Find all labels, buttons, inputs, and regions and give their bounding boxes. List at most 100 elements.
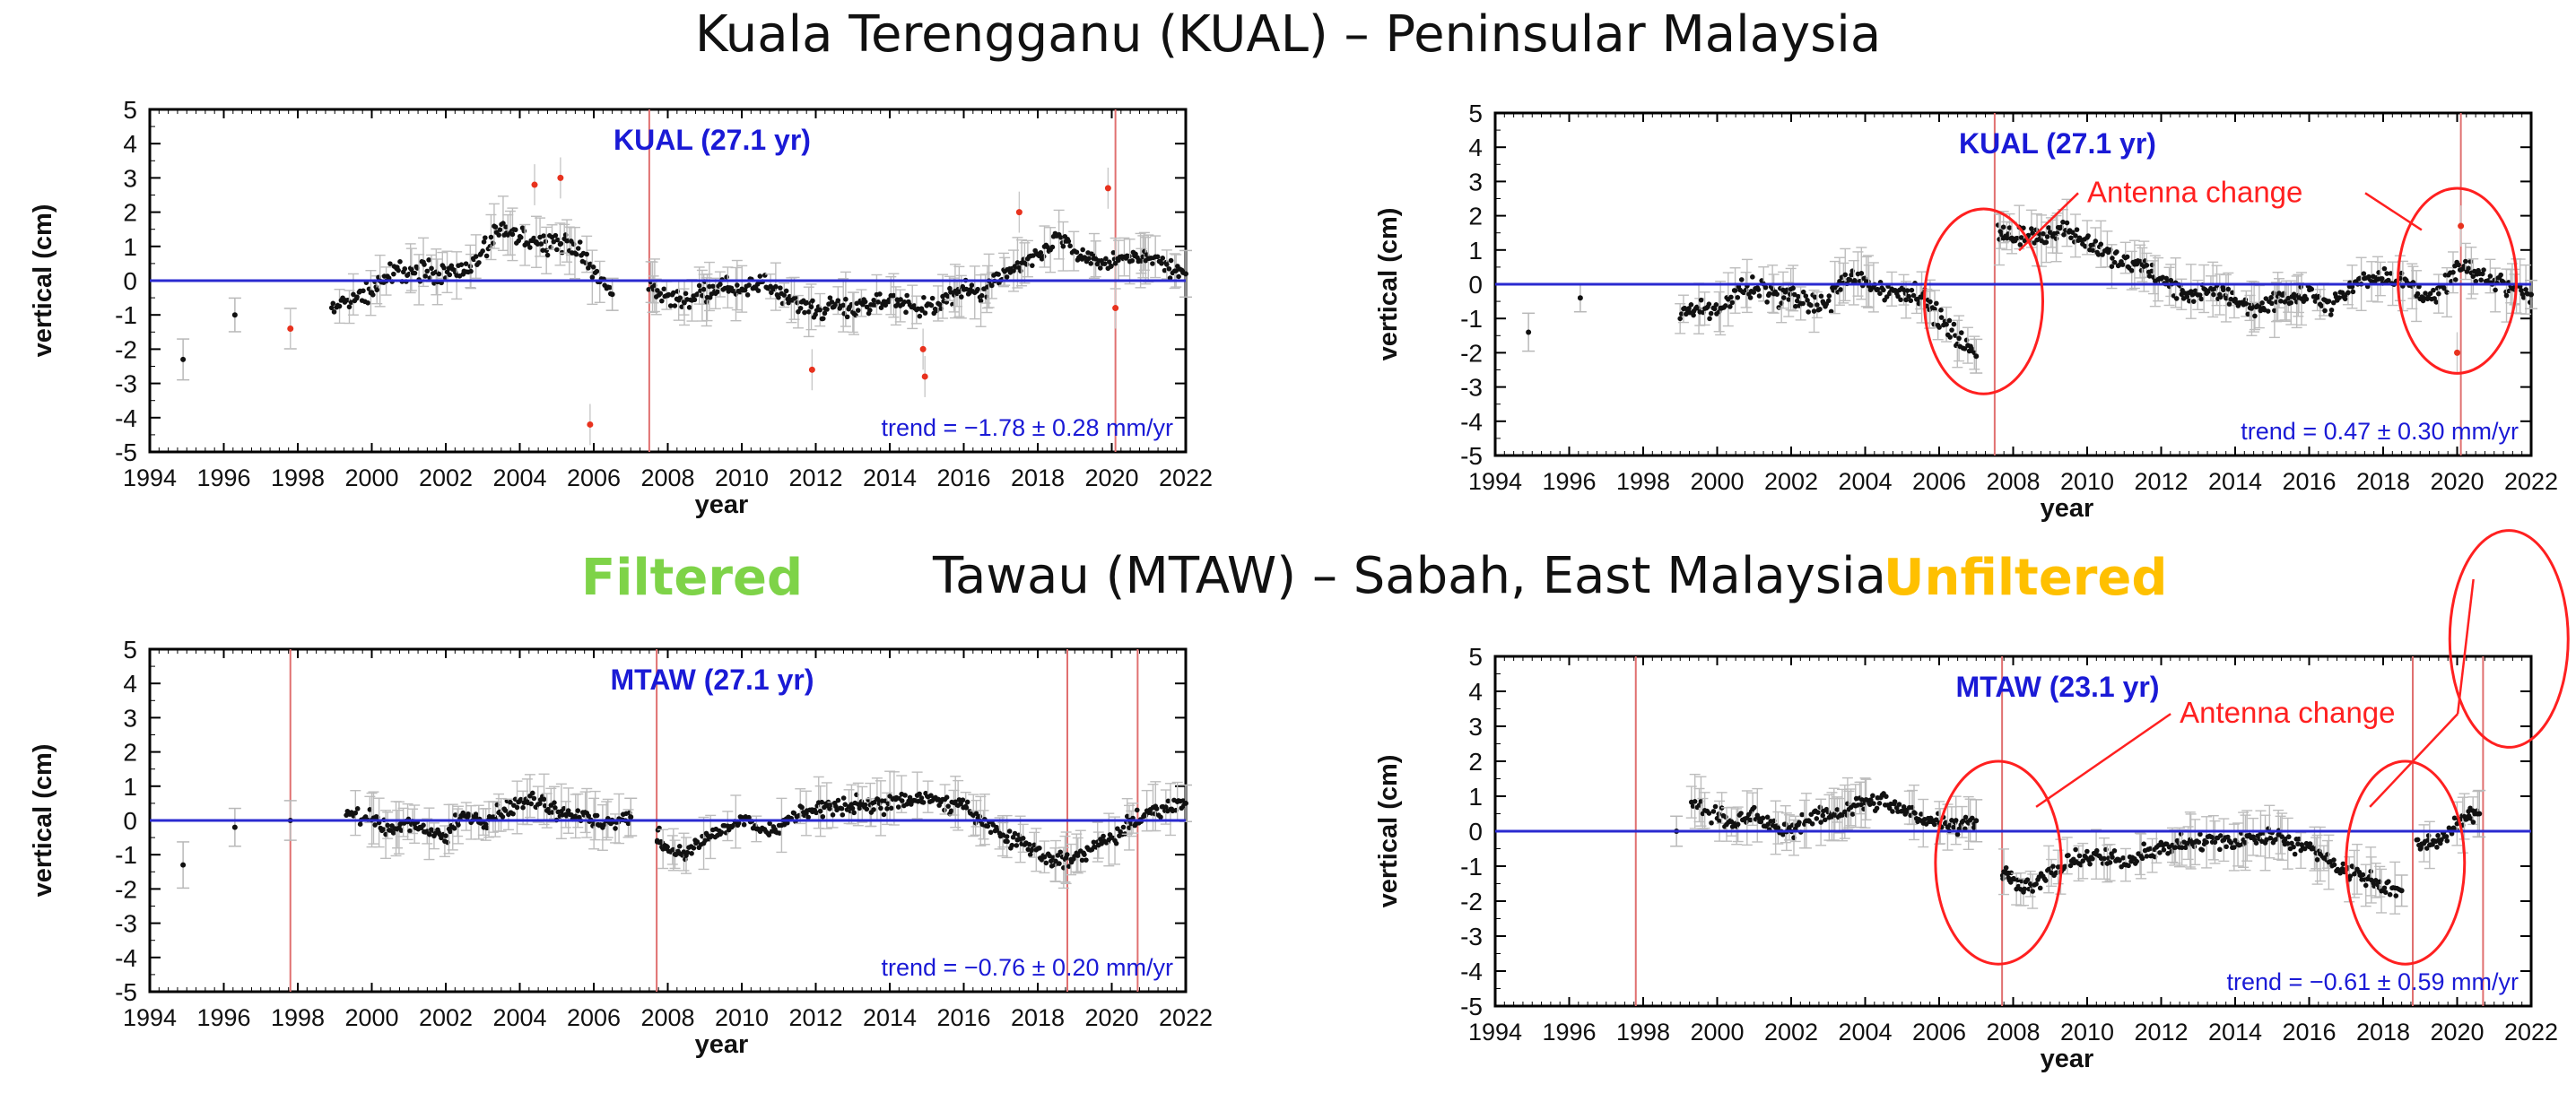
data-point bbox=[1954, 831, 1961, 837]
data-point bbox=[843, 296, 849, 302]
outlier-point bbox=[531, 181, 538, 188]
x-tick-label: 2020 bbox=[1084, 464, 1138, 491]
data-point bbox=[1818, 820, 1823, 825]
x-tick-label: 2020 bbox=[1084, 1004, 1138, 1031]
data-point bbox=[2172, 845, 2179, 850]
station-label: KUAL (27.1 yr) bbox=[614, 124, 811, 156]
data-point bbox=[502, 808, 509, 813]
data-point bbox=[694, 838, 701, 845]
data-point bbox=[928, 302, 935, 308]
data-point bbox=[1005, 838, 1010, 845]
data-point bbox=[573, 251, 579, 257]
data-point bbox=[1686, 306, 1692, 311]
data-point bbox=[1006, 829, 1013, 834]
y-axis-label: vertical (cm) bbox=[29, 744, 57, 898]
data-point bbox=[922, 310, 928, 316]
x-tick-label: 2004 bbox=[1838, 468, 1892, 495]
data-point bbox=[2093, 239, 2099, 244]
data-point bbox=[537, 801, 543, 806]
x-axis-label: year bbox=[2041, 494, 2094, 523]
data-point bbox=[2119, 262, 2126, 267]
data-point bbox=[746, 282, 752, 288]
data-point bbox=[903, 309, 909, 316]
data-point bbox=[2330, 299, 2337, 306]
data-point bbox=[2326, 299, 2332, 304]
data-point bbox=[2381, 265, 2388, 272]
data-point bbox=[398, 828, 405, 833]
data-point bbox=[441, 265, 447, 271]
x-axis-label: year bbox=[2041, 1045, 2094, 1073]
data-point bbox=[671, 290, 676, 296]
data-point bbox=[180, 356, 187, 362]
data-point bbox=[1786, 297, 1792, 302]
annotation-pointer bbox=[2364, 192, 2423, 231]
x-tick-label: 2012 bbox=[788, 1004, 842, 1031]
data-point bbox=[661, 286, 667, 292]
data-point bbox=[820, 316, 826, 322]
data-point bbox=[2053, 236, 2059, 241]
data-point bbox=[964, 799, 970, 805]
data-point bbox=[1708, 310, 1714, 317]
x-tick-label: 2002 bbox=[419, 1004, 473, 1031]
data-point bbox=[1949, 327, 1954, 333]
x-tick-label: 2004 bbox=[492, 464, 546, 491]
x-tick-label: 2012 bbox=[2134, 468, 2188, 495]
data-point bbox=[2271, 291, 2276, 296]
data-point bbox=[766, 832, 772, 837]
data-point bbox=[589, 274, 596, 281]
data-point bbox=[1890, 809, 1895, 814]
y-tick-label: -5 bbox=[115, 978, 137, 1006]
data-point bbox=[813, 311, 818, 317]
data-point bbox=[2120, 855, 2126, 861]
data-point bbox=[458, 262, 465, 267]
x-tick-label: 2004 bbox=[492, 1004, 546, 1031]
data-point bbox=[679, 304, 684, 309]
figure-title-top: Kuala Terengganu (KUAL) – Peninsular Mal… bbox=[694, 5, 1882, 64]
data-point bbox=[1086, 256, 1092, 262]
data-point bbox=[427, 831, 432, 837]
data-point bbox=[527, 245, 533, 250]
data-point bbox=[2337, 295, 2342, 300]
data-point bbox=[1162, 267, 1168, 273]
data-point bbox=[1158, 814, 1163, 820]
data-point bbox=[1732, 288, 1738, 293]
outlier-point bbox=[2458, 222, 2465, 230]
data-point bbox=[2114, 249, 2119, 255]
data-point bbox=[761, 273, 768, 278]
data-point bbox=[1004, 274, 1010, 280]
data-point bbox=[1738, 811, 1744, 816]
data-point bbox=[2157, 850, 2163, 855]
data-point bbox=[830, 811, 836, 818]
y-tick-label: 1 bbox=[123, 773, 137, 801]
data-point bbox=[657, 291, 664, 297]
data-point bbox=[878, 805, 883, 811]
data-point bbox=[1079, 857, 1085, 863]
data-point bbox=[2190, 299, 2197, 304]
data-point bbox=[2198, 296, 2204, 302]
data-point bbox=[520, 804, 526, 811]
data-point bbox=[824, 307, 830, 312]
data-point bbox=[1837, 278, 1842, 284]
y-tick-label: -4 bbox=[1460, 408, 1483, 436]
y-tick-label: -1 bbox=[115, 301, 137, 329]
data-point bbox=[1057, 861, 1062, 866]
data-point bbox=[1875, 286, 1881, 292]
data-point bbox=[956, 797, 962, 803]
data-point bbox=[1820, 812, 1826, 819]
x-tick-label: 2008 bbox=[640, 464, 694, 491]
data-point bbox=[1023, 262, 1030, 267]
data-point bbox=[1127, 825, 1132, 830]
data-point bbox=[374, 287, 380, 293]
data-point bbox=[907, 794, 913, 801]
data-point bbox=[2111, 259, 2118, 265]
x-tick-label: 2000 bbox=[344, 464, 398, 491]
data-point bbox=[451, 825, 457, 831]
data-point bbox=[975, 286, 980, 292]
data-point bbox=[590, 265, 596, 270]
data-point bbox=[948, 289, 953, 295]
data-point bbox=[2073, 233, 2078, 239]
data-point bbox=[1781, 295, 1787, 300]
data-point bbox=[2080, 858, 2085, 864]
y-tick-label: 0 bbox=[1468, 818, 1483, 846]
data-point bbox=[481, 239, 487, 245]
